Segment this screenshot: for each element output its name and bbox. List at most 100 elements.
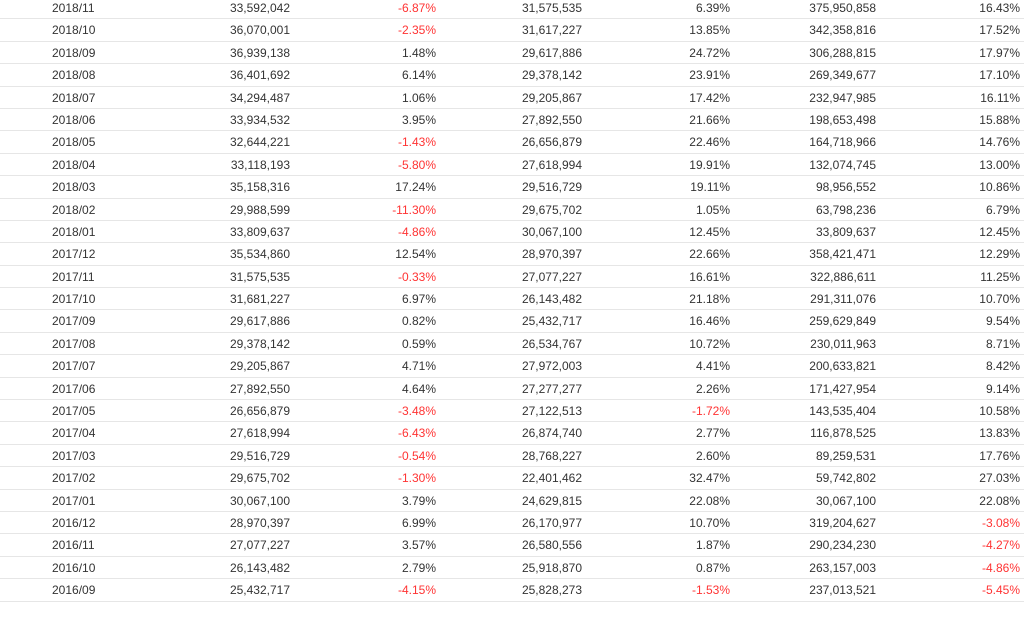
table-row: 2018/08 36,401,692 6.14% 29,378,142 23.91% 26… — [0, 64, 1024, 87]
cumulative-change-cell: 8.42% — [985, 359, 1020, 374]
prior-value-cell: 28,970,397 — [521, 247, 582, 262]
prior-value-cell: 29,378,142 — [521, 68, 582, 83]
change-cell: 0.59% — [401, 336, 436, 351]
change-cell: 12.54% — [395, 247, 436, 262]
value-cell: 33,809,637 — [229, 224, 290, 239]
value-cell: 35,158,316 — [229, 180, 290, 195]
cumulative-change-cell: -4.27% — [981, 538, 1020, 553]
yoy-change-cell: 4.41% — [695, 359, 730, 374]
table-row: 2016/09 25,432,717 -4.15% 25,828,273 -1.53% 2… — [0, 579, 1024, 602]
table-row: 2017/02 29,675,702 -1.30% 22,401,462 32.47% 5… — [0, 467, 1024, 490]
period-cell: 2016/12 — [52, 515, 96, 530]
value-cell: 36,401,692 — [229, 68, 290, 83]
yoy-change-cell: 32.47% — [689, 471, 730, 486]
cumulative-cell: 306,288,815 — [809, 45, 876, 60]
cumulative-change-cell: 17.10% — [979, 68, 1020, 83]
value-cell: 34,294,487 — [229, 90, 290, 105]
yoy-change-cell: 19.11% — [690, 180, 730, 195]
value-cell: 27,077,227 — [229, 538, 290, 553]
change-cell: 6.97% — [401, 292, 436, 307]
cumulative-cell: 237,013,521 — [809, 583, 876, 598]
period-cell: 2018/08 — [52, 68, 96, 83]
change-cell: 3.79% — [401, 493, 436, 508]
value-cell: 33,592,042 — [229, 1, 290, 15]
value-cell: 35,534,860 — [229, 247, 290, 262]
prior-value-cell: 27,972,003 — [521, 359, 582, 374]
cumulative-change-cell: 17.52% — [979, 23, 1020, 38]
table-row: 2018/04 33,118,193 -5.80% 27,618,994 19.91% 1… — [0, 154, 1024, 177]
period-cell: 2017/05 — [52, 404, 96, 419]
change-cell: -5.80% — [397, 157, 436, 172]
cumulative-cell: 89,259,531 — [815, 448, 876, 463]
cumulative-change-cell: 16.43% — [979, 1, 1020, 15]
prior-value-cell: 22,401,462 — [521, 471, 582, 486]
yoy-change-cell: 2.60% — [695, 448, 730, 463]
cumulative-change-cell: 9.54% — [985, 314, 1020, 329]
value-cell: 36,070,001 — [229, 23, 290, 38]
table-row: 2017/03 29,516,729 -0.54% 28,768,227 2.60% 89… — [0, 445, 1024, 468]
prior-value-cell: 27,122,513 — [521, 404, 582, 419]
change-cell: -4.86% — [397, 224, 436, 239]
cumulative-change-cell: -4.86% — [981, 560, 1020, 575]
cumulative-cell: 33,809,637 — [815, 224, 876, 239]
table-row: 2017/10 31,681,227 6.97% 26,143,482 21.18% 29… — [0, 288, 1024, 311]
period-cell: 2018/02 — [52, 202, 96, 217]
prior-value-cell: 27,892,550 — [521, 112, 582, 127]
prior-value-cell: 27,618,994 — [521, 157, 582, 172]
table-row: 2017/09 29,617,886 0.82% 25,432,717 16.46% 25… — [0, 310, 1024, 333]
change-cell: -2.35% — [397, 23, 436, 38]
yoy-change-cell: 22.46% — [689, 135, 730, 150]
yoy-change-cell: 2.77% — [695, 426, 730, 441]
yoy-change-cell: 23.91% — [689, 68, 730, 83]
value-cell: 27,618,994 — [229, 426, 290, 441]
yoy-change-cell: 2.26% — [695, 381, 730, 396]
cumulative-change-cell: 17.97% — [979, 45, 1020, 60]
cumulative-cell: 358,421,471 — [809, 247, 876, 262]
period-cell: 2017/02 — [52, 471, 96, 486]
table-row: 2017/04 27,618,994 -6.43% 26,874,740 2.77% 11… — [0, 422, 1024, 445]
period-cell: 2018/06 — [52, 112, 96, 127]
period-cell: 2016/09 — [52, 583, 96, 598]
cumulative-cell: 263,157,003 — [809, 560, 876, 575]
period-cell: 2016/11 — [52, 538, 95, 553]
period-cell: 2017/06 — [52, 381, 96, 396]
period-cell: 2017/12 — [52, 247, 96, 262]
change-cell: 3.95% — [401, 112, 436, 127]
period-cell: 2018/05 — [52, 135, 96, 150]
value-cell: 26,656,879 — [229, 404, 290, 419]
yoy-change-cell: 1.05% — [695, 202, 730, 217]
prior-value-cell: 25,828,273 — [521, 583, 582, 598]
cumulative-cell: 375,950,858 — [809, 1, 876, 15]
table-row: 2016/11 27,077,227 3.57% 26,580,556 1.87% 290… — [0, 534, 1024, 557]
cumulative-cell: 269,349,677 — [809, 68, 876, 83]
period-cell: 2018/11 — [52, 1, 95, 15]
value-cell: 29,205,867 — [229, 359, 290, 374]
change-cell: -1.43% — [397, 135, 436, 150]
table-row: 2018/01 33,809,637 -4.86% 30,067,100 12.45% 3… — [0, 221, 1024, 244]
change-cell: 4.71% — [401, 359, 436, 374]
table-row: 2018/02 29,988,599 -11.30% 29,675,702 1.05% 6… — [0, 199, 1024, 221]
period-cell: 2017/04 — [52, 426, 96, 441]
yoy-change-cell: 17.42% — [689, 90, 730, 105]
prior-value-cell: 26,143,482 — [521, 292, 582, 307]
cumulative-cell: 116,878,525 — [810, 426, 876, 441]
change-cell: 1.48% — [401, 45, 436, 60]
cumulative-cell: 198,653,498 — [809, 112, 876, 127]
prior-value-cell: 26,874,740 — [521, 426, 582, 441]
yoy-change-cell: 21.66% — [689, 112, 730, 127]
table-row: 2017/11 31,575,535 -0.33% 27,077,227 16.61% 3… — [0, 266, 1024, 289]
change-cell: -6.87% — [397, 1, 436, 15]
cumulative-change-cell: 13.00% — [979, 157, 1020, 172]
yoy-change-cell: 24.72% — [689, 45, 730, 60]
period-cell: 2018/04 — [52, 157, 96, 172]
yoy-change-cell: 6.39% — [695, 1, 730, 15]
cumulative-change-cell: -5.45% — [981, 583, 1020, 598]
cumulative-cell: 143,535,404 — [809, 404, 876, 419]
table-row: 2018/09 36,939,138 1.48% 29,617,886 24.72% 30… — [0, 42, 1024, 65]
cumulative-cell: 171,427,954 — [809, 381, 876, 396]
prior-value-cell: 31,617,227 — [521, 23, 582, 38]
table-row: 2018/06 33,934,532 3.95% 27,892,550 21.66% 19… — [0, 109, 1024, 132]
prior-value-cell: 30,067,100 — [521, 224, 582, 239]
cumulative-change-cell: 11.25% — [980, 269, 1020, 284]
change-cell: 4.64% — [401, 381, 436, 396]
